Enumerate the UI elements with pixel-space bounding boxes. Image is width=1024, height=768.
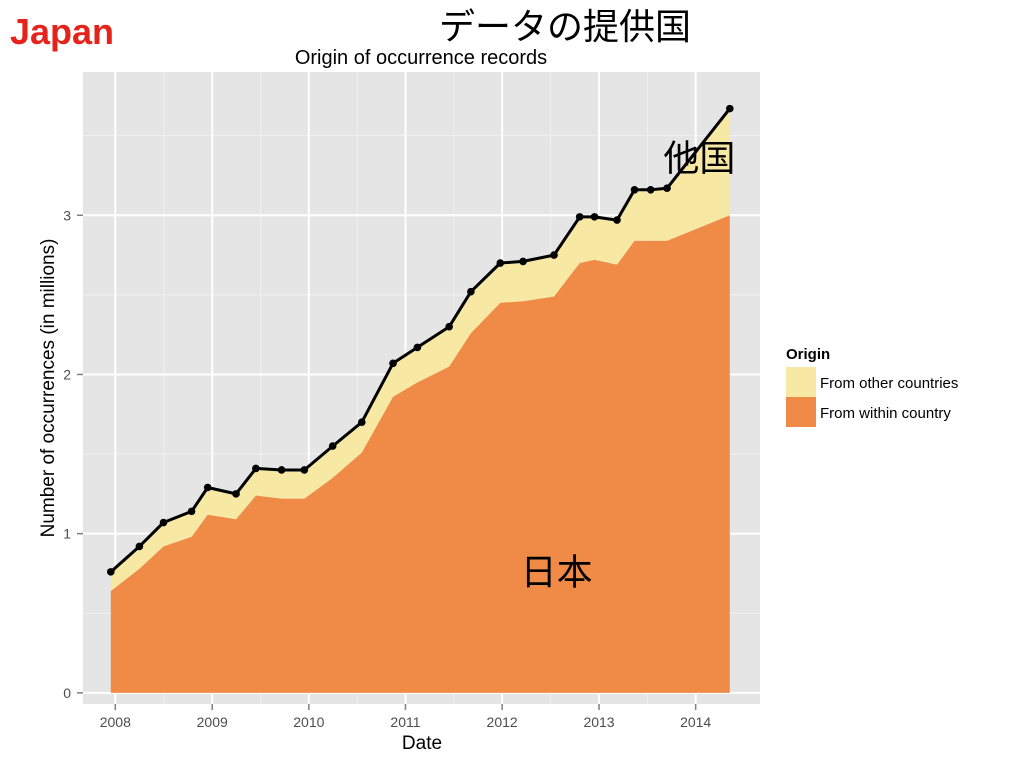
total-point: [187, 507, 196, 516]
total-point: [646, 186, 655, 194]
x-tick-label: 2008: [100, 714, 131, 730]
x-axis-title: Date: [402, 733, 442, 754]
total-point: [496, 259, 505, 267]
total-point: [328, 442, 337, 450]
total-point: [277, 466, 286, 474]
legend-label: From within country: [820, 405, 951, 422]
total-line-layer: [107, 104, 734, 576]
total-point: [590, 213, 599, 221]
legend-key: [786, 397, 816, 427]
total-point: [445, 322, 453, 331]
total-point: [575, 213, 584, 221]
total-point: [613, 216, 621, 224]
total-point: [357, 418, 366, 427]
x-tick-label: 2014: [680, 714, 711, 730]
legend: Origin From other countries From within c…: [786, 346, 958, 427]
x-tick-label: 2012: [487, 714, 518, 730]
total-point: [389, 359, 397, 368]
legend-label: From other countries: [820, 375, 958, 392]
total-point: [159, 518, 168, 527]
slide-title: データの提供国: [438, 7, 691, 48]
x-tick-label: 2013: [583, 714, 614, 730]
total-point: [413, 343, 422, 352]
total-point: [663, 184, 671, 193]
y-tick-label: 0: [63, 685, 71, 701]
total-point: [519, 257, 527, 266]
chart-title: Origin of occurrence records: [295, 47, 547, 69]
y-axis-title: Number of occurrences (in millions): [38, 239, 59, 538]
total-point: [300, 466, 309, 474]
total-point: [232, 490, 240, 498]
total-point: [630, 186, 639, 194]
total-point: [135, 542, 144, 551]
total-point: [107, 568, 115, 576]
x-tick-label: 2010: [293, 714, 324, 730]
y-tick-label: 1: [63, 526, 71, 542]
annotation-label: 日本: [521, 553, 593, 594]
annotation-label: 他国: [663, 139, 735, 180]
y-tick-label: 3: [63, 207, 71, 223]
legend-title: Origin: [786, 346, 830, 363]
slide-label: Japan: [10, 11, 115, 52]
area-from-within-country: [110, 215, 730, 693]
total-point: [252, 464, 260, 473]
x-tick-label: 2009: [197, 714, 228, 730]
y-tick-label: 2: [63, 366, 71, 382]
total-point: [203, 483, 212, 492]
total-point: [550, 251, 558, 259]
y-axis: 0 1 2 3: [63, 207, 83, 701]
legend-key: [786, 367, 816, 397]
total-point: [467, 287, 475, 296]
x-axis: 2008 2009 2010 2011 2012 2013 2014: [100, 704, 711, 730]
x-tick-label: 2011: [390, 714, 420, 730]
total-point: [726, 104, 734, 113]
